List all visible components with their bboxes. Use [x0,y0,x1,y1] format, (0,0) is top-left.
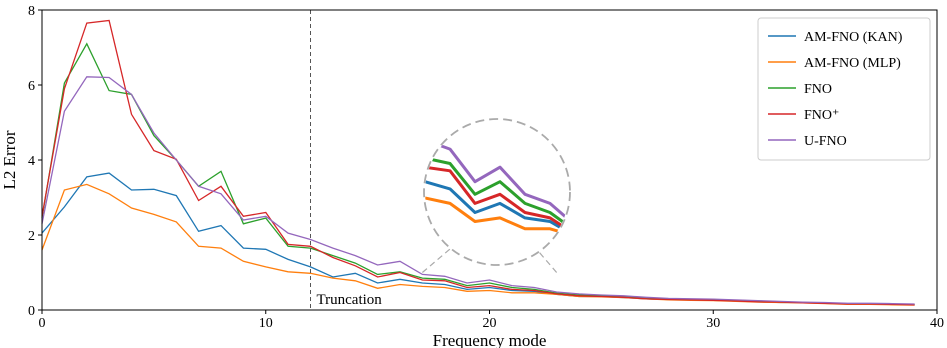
inset-connector [538,251,558,273]
y-axis-ticks: 0 2 4 6 8 [28,4,42,319]
series-lines [41,19,915,306]
inset-connector [421,248,451,273]
inset-circle [423,118,571,266]
legend-label: FNO [804,82,832,97]
inset-plot [425,138,569,238]
zoom-inset [421,118,571,273]
inset-series-line-0 [425,180,569,238]
truncation-label: Truncation [317,292,383,308]
x-axis-label: Frequency mode [433,331,547,348]
x-tick-label: 20 [483,316,497,331]
legend-label: AM-FNO (KAN) [804,30,903,45]
y-tick-label: 6 [28,79,35,94]
legend: AM-FNO (KAN) AM-FNO (MLP) FNO FNO⁺ U-FNO [757,17,931,161]
y-tick-label: 0 [28,304,35,319]
y-axis-label: L2 Error [0,130,19,189]
legend-box [757,17,931,161]
x-tick-label: 0 [39,316,46,331]
y-tick-label: 4 [28,154,35,169]
y-tick-label: 2 [28,229,35,244]
x-tick-label: 10 [259,316,273,331]
series-line-4 [41,76,915,305]
inset-series-line-4 [425,138,569,227]
x-tick-label: 30 [706,316,720,331]
legend-label: AM-FNO (MLP) [804,56,901,71]
series-line-3 [41,19,915,306]
inset-series-line-2 [425,156,569,232]
legend-label: FNO⁺ [804,108,839,123]
y-tick-label: 8 [28,4,35,19]
x-axis-ticks: 0 10 20 30 40 [39,310,944,331]
legend-label: U-FNO [804,134,847,149]
inset-series-line-1 [425,196,569,238]
inset-series-line-3 [425,165,569,236]
x-tick-label: 40 [930,316,944,331]
